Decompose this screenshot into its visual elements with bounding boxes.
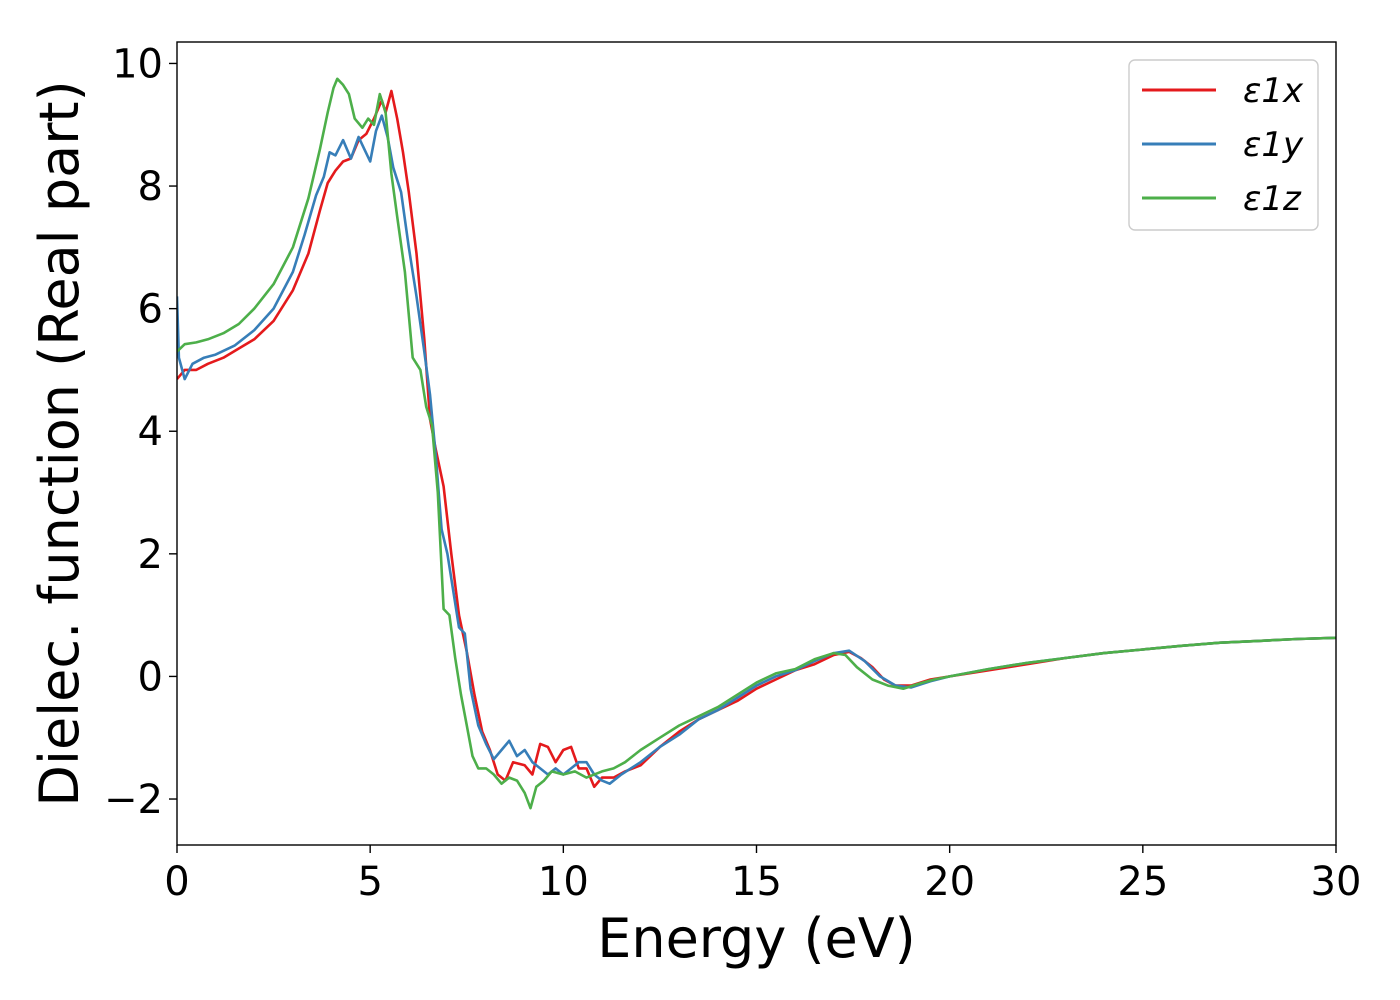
series-line-2	[177, 114, 1336, 785]
x-tick-label: 0	[164, 859, 189, 905]
y-tick-label: 6	[138, 287, 163, 333]
y-axis: −2 0 2 4 6 8 10	[104, 41, 177, 823]
legend-label-2: ε1y	[1243, 125, 1304, 165]
y-tick-label: 0	[138, 654, 163, 700]
series-line-3	[177, 77, 1336, 810]
x-tick-label: 25	[1117, 859, 1168, 905]
x-tick-label: 20	[924, 859, 975, 905]
y-tick-label: 2	[138, 532, 163, 578]
legend-label-3: ε1z	[1243, 179, 1302, 219]
x-tick-label: 5	[357, 859, 382, 905]
x-axis-label: Energy (eV)	[597, 907, 916, 970]
x-tick-label: 30	[1311, 859, 1362, 905]
x-tick-label: 10	[538, 859, 589, 905]
y-axis-label: Dielec. function (Real part)	[28, 80, 91, 806]
legend-label-1: ε1x	[1243, 71, 1304, 111]
y-tick-label: −2	[104, 777, 163, 823]
legend: ε1x ε1y ε1z	[1128, 59, 1319, 231]
x-axis: 0 5 10 15 20 25 30	[164, 845, 1361, 905]
series-layer	[177, 77, 1336, 810]
x-tick-label: 15	[731, 859, 782, 905]
legend-box	[1128, 59, 1319, 231]
y-tick-label: 10	[112, 41, 163, 87]
y-tick-label: 8	[138, 164, 163, 210]
y-tick-label: 4	[138, 409, 163, 455]
